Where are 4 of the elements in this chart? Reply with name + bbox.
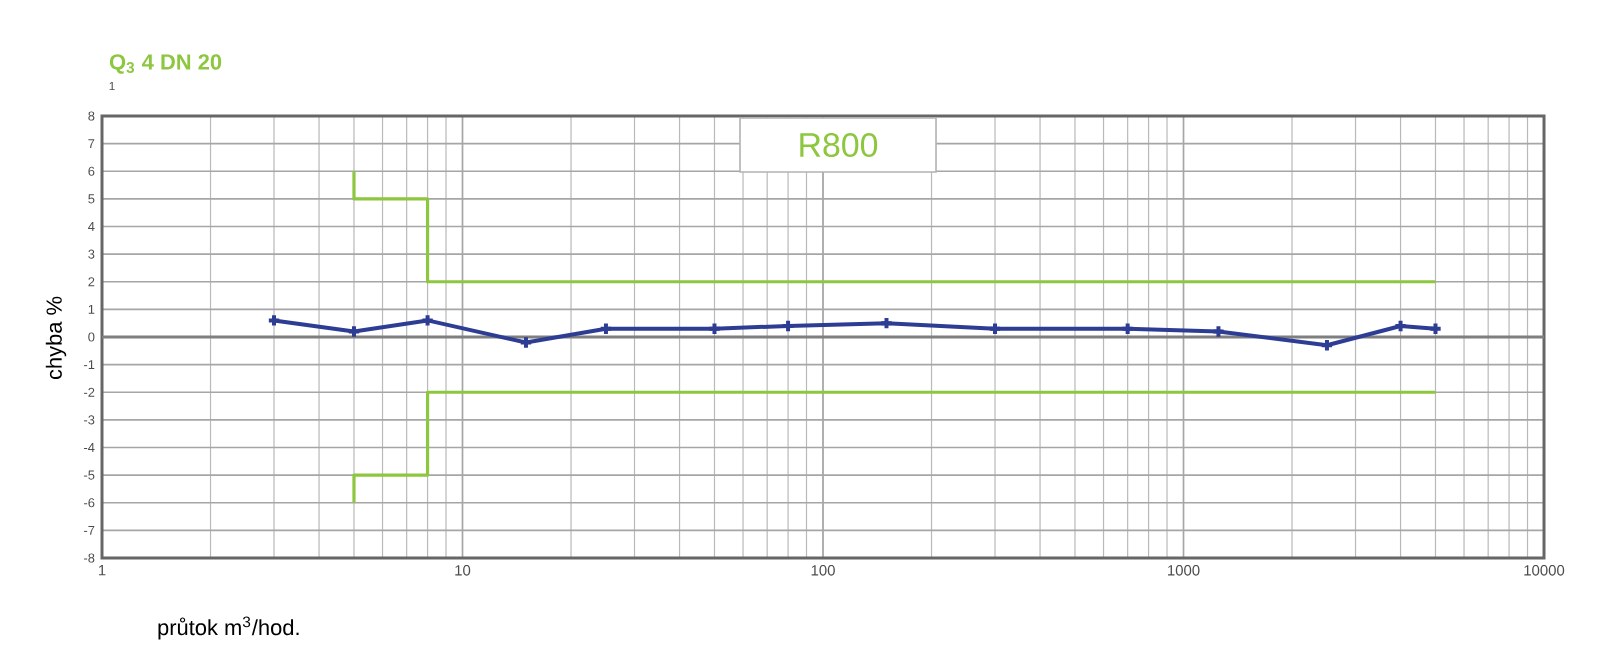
y-axis-title: chyba % <box>45 296 67 380</box>
annotation: R800 <box>800 133 878 157</box>
x-axis-title: průtok m$^{3}$/hod. <box>158 616 299 640</box>
chart-title: Q$_{3}$ 4 DN 20 <box>109 54 222 74</box>
